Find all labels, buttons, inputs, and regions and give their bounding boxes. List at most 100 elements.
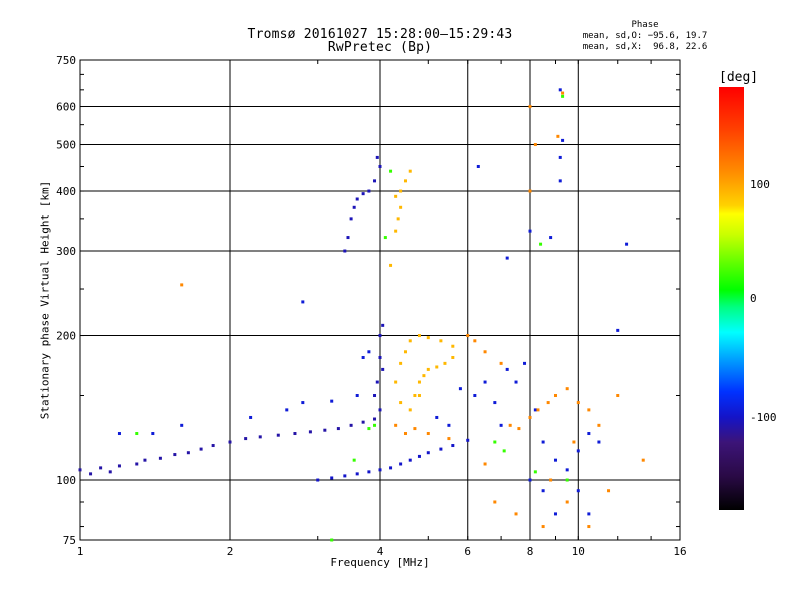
data-point [473, 339, 477, 343]
data-point [561, 91, 565, 95]
data-point [528, 229, 532, 233]
x-axis-label: Frequency [MHz] [330, 556, 430, 569]
data-point [493, 401, 497, 405]
data-point [607, 489, 611, 493]
data-point [258, 435, 262, 439]
data-point [493, 440, 497, 444]
phase-stats-header: Phase [631, 20, 659, 30]
data-point [394, 423, 398, 427]
data-point [355, 394, 359, 398]
data-point [308, 430, 312, 434]
data-point [493, 500, 497, 504]
data-point [528, 105, 532, 109]
data-point [180, 283, 184, 287]
data-point [135, 432, 139, 436]
data-point [373, 423, 377, 427]
data-point [228, 440, 232, 444]
data-point [558, 88, 562, 92]
data-point [558, 179, 562, 183]
data-point [89, 472, 93, 476]
data-point [576, 489, 580, 493]
data-point [533, 143, 537, 147]
y-tick-label: 600 [56, 101, 76, 114]
data-point [417, 454, 421, 458]
data-point [483, 350, 487, 354]
data-point [408, 458, 412, 462]
data-point [403, 179, 407, 183]
data-point [556, 134, 560, 138]
x-tick-label: 10 [572, 545, 585, 558]
data-point [597, 423, 601, 427]
data-point [426, 451, 430, 455]
data-point [355, 472, 359, 476]
data-point [587, 512, 591, 516]
data-point [451, 355, 455, 359]
data-point [135, 462, 139, 466]
data-point [381, 367, 385, 371]
data-point [336, 427, 340, 431]
data-point [343, 249, 347, 253]
data-point [536, 408, 540, 412]
data-point [422, 374, 426, 378]
data-point [625, 242, 629, 246]
data-point [435, 365, 439, 369]
phase-stats-o: mean, sd,O: −95.6, 19.7 [582, 31, 708, 41]
data-point [378, 334, 382, 338]
data-point [549, 236, 553, 240]
data-point [394, 194, 398, 198]
data-point [143, 458, 147, 462]
phase-stats-x: mean, sd,X: 96.8, 22.6 [582, 42, 708, 52]
data-point [417, 334, 421, 338]
data-point [553, 512, 557, 516]
data-point [546, 401, 550, 405]
data-point [439, 447, 443, 451]
data-point [285, 408, 289, 412]
data-point [330, 399, 334, 403]
data-point [576, 401, 580, 405]
chart-subtitle: RwPretec (Bp) [327, 40, 433, 55]
data-point [389, 263, 393, 267]
data-point [378, 164, 382, 168]
data-point [565, 387, 569, 391]
data-point [99, 466, 103, 470]
data-point [558, 155, 562, 159]
data-point [483, 462, 487, 466]
x-tick-label: 8 [527, 545, 534, 558]
data-point [483, 380, 487, 384]
data-point [641, 458, 645, 462]
data-point [533, 470, 537, 474]
data-point [352, 458, 356, 462]
data-point [514, 380, 518, 384]
data-point [505, 367, 509, 371]
data-point [158, 456, 162, 460]
data-point [361, 192, 365, 196]
data-point [466, 438, 470, 442]
data-point [443, 361, 447, 365]
y-tick-label: 75 [63, 534, 76, 547]
data-point [502, 449, 506, 453]
data-point [514, 512, 518, 516]
data-point [361, 355, 365, 359]
data-point [473, 394, 477, 398]
data-point [499, 361, 503, 365]
data-point [505, 256, 509, 260]
colorbar-tick-label: -100 [750, 411, 777, 424]
data-point [572, 440, 576, 444]
data-point [346, 236, 350, 240]
data-point [330, 538, 334, 542]
data-point [587, 408, 591, 412]
data-point [447, 423, 451, 427]
y-tick-label: 750 [56, 54, 76, 67]
data-point [528, 189, 532, 193]
data-point [301, 300, 305, 304]
data-point [576, 449, 580, 453]
chart-title: Tromsø 20161027 15:28:00–15:29:43 [247, 27, 513, 42]
data-point [367, 470, 371, 474]
data-point [413, 427, 417, 431]
phase-colorbar [719, 87, 744, 510]
data-point [361, 420, 365, 424]
plot-frame [79, 59, 681, 541]
data-point [565, 478, 569, 482]
data-point [408, 339, 412, 343]
data-point [276, 433, 280, 437]
